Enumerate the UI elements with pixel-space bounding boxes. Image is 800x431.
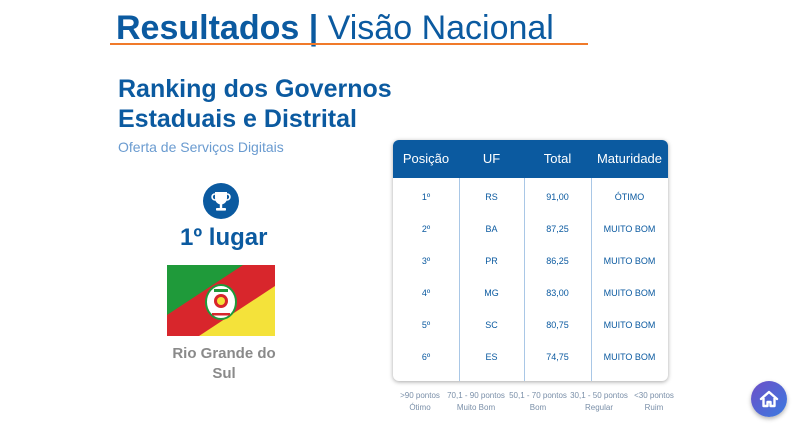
cell-total: 91,00 [546,192,569,202]
cell-maturidade: MUITO BOM [603,224,656,234]
state-name-line1: Rio Grande do [172,345,276,362]
ranking-title-line2: Estaduais e Distrital [118,105,357,133]
cell-total: 83,00 [546,288,569,298]
legend-range: 50,1 - 70 pontos [509,391,567,400]
legend-item-otimo: >90 pontos Ótimo [394,390,446,414]
legend-item-ruim: <30 pontos Ruim [628,390,680,414]
cell-posicao: 1º [421,192,431,202]
header-posicao: Posição [402,151,450,166]
cell-uf: PR [485,256,498,266]
legend-range: >90 pontos [400,391,440,400]
cell-uf: SC [485,320,498,330]
ranking-subtitle: Oferta de Serviços Digitais [118,139,284,155]
legend-label: Ruim [644,403,664,412]
table-row: 3º PR 86,25 MUITO BOM [393,245,668,277]
legend-range: 70,1 - 90 pontos [447,391,505,400]
cell-maturidade: MUITO BOM [603,320,656,330]
table-row: 5º SC 80,75 MUITO BOM [393,309,668,341]
legend-label: Ótimo [409,403,431,412]
page-title-bold: Resultados | [116,9,319,47]
legend-label: Regular [584,403,613,412]
table-header: Posição UF Total Maturidade [393,140,668,178]
header-uf: UF [482,151,501,166]
table-row: 6º ES 74,75 MUITO BOM [393,341,668,373]
first-place-label: 1º lugar [180,224,268,251]
legend-item-bom: 50,1 - 70 pontos Bom [506,390,570,414]
ranking-table: Posição UF Total Maturidade 1º RS 91,00 … [393,140,668,381]
home-button[interactable] [751,381,787,417]
ranking-title: Ranking dos Governos Estaduais e Distrit… [118,74,392,134]
cell-maturidade: MUITO BOM [603,288,656,298]
table-row: 4º MG 83,00 MUITO BOM [393,277,668,309]
cell-posicao: 3º [421,256,431,266]
cell-maturidade: MUITO BOM [603,352,656,362]
column-divider [524,178,525,381]
page-title-light: Visão Nacional [318,9,554,47]
cell-total: 80,75 [546,320,569,330]
header-maturidade: Maturidade [596,151,663,166]
legend-label: Muito Bom [456,403,496,412]
table-row: 2º BA 87,25 MUITO BOM [393,213,668,245]
cell-maturidade: ÓTIMO [614,192,645,202]
state-name: Rio Grande do Sul [166,344,282,384]
legend-item-regular: 30,1 - 50 pontos Regular [568,390,630,414]
page-title: Resultados | Visão Nacional [116,8,554,48]
cell-uf: ES [485,352,498,362]
cell-total: 86,25 [546,256,569,266]
cell-total: 74,75 [546,352,569,362]
cell-uf: RS [485,192,498,202]
legend-range: <30 pontos [634,391,674,400]
legend-item-muito-bom: 70,1 - 90 pontos Muito Bom [444,390,508,414]
cell-posicao: 5º [421,320,431,330]
cell-total: 87,25 [546,224,569,234]
trophy-icon [203,183,239,219]
column-divider [459,178,460,381]
ranking-title-line1: Ranking dos Governos [118,75,392,103]
legend-range: 30,1 - 50 pontos [570,391,628,400]
column-divider [591,178,592,381]
cell-maturidade: MUITO BOM [603,256,656,266]
cell-posicao: 4º [421,288,431,298]
cell-posicao: 6º [421,352,431,362]
cell-posicao: 2º [421,224,431,234]
cell-uf: MG [484,288,499,298]
rio-grande-do-sul-flag [167,265,275,336]
legend-label: Bom [529,403,547,412]
state-name-line2: Sul [212,365,236,382]
home-icon [759,390,779,408]
table-row: 1º RS 91,00 ÓTIMO [393,181,668,213]
cell-uf: BA [485,224,498,234]
title-underline [110,43,588,45]
header-total: Total [543,151,572,166]
